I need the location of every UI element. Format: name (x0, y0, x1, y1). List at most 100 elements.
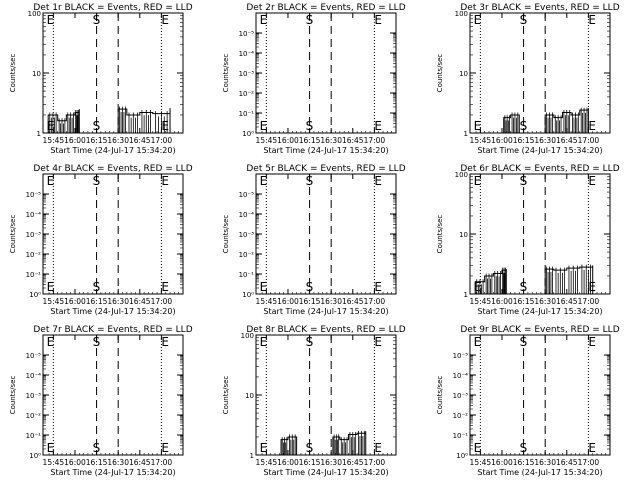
marker-top-E: E (588, 335, 596, 349)
x-axis-label: Start Time (24-Jul-17 15:34:20) (50, 146, 175, 155)
marker-bottom-E: E (161, 441, 169, 455)
marker-top-E: E (260, 13, 268, 27)
marker-top-E: E (374, 174, 382, 188)
x-tick-label: 16:30 (320, 297, 342, 306)
y-axis-label: Counts/sec (9, 54, 17, 93)
marker-bottom-E: E (260, 280, 268, 294)
y-tick-label: 10⁻² (26, 251, 42, 259)
marker-top-E: E (474, 174, 482, 188)
marker-bottom-E: E (474, 119, 482, 133)
series-step-trace (332, 431, 367, 455)
x-tick-label: 16:45 (556, 297, 578, 306)
x-tick-label: 16:15 (86, 458, 108, 467)
marker-bottom-S: S (520, 280, 528, 294)
y-tick-label: 10⁻⁴ (453, 372, 469, 380)
panel-det-8: Det 8r BLACK = Events, RED = LLD Counts/s… (222, 325, 406, 477)
marker-bottom-S: S (520, 119, 528, 133)
plot-frame (42, 334, 184, 456)
marker-bottom-S: S (306, 280, 314, 294)
x-tick-label: 15:45 (470, 297, 492, 306)
x-tick-label: 17:00 (578, 136, 600, 145)
panel-title: Det 8r BLACK = Events, RED = LLD (246, 325, 405, 335)
marker-top-E: E (161, 335, 169, 349)
y-tick-label: 10⁻⁵ (239, 30, 255, 38)
y-tick-label: 1 (464, 291, 468, 299)
x-tick-label: 16:00 (64, 297, 86, 306)
x-tick-label: 17:00 (578, 458, 600, 467)
x-tick-label: 16:00 (491, 136, 513, 145)
y-tick-label: 10⁻¹ (239, 271, 255, 279)
y-tick-label: 10 (459, 231, 468, 239)
x-tick-label: 16:45 (556, 136, 578, 145)
panel-det-9: Det 9r BLACK = Events, RED = LLD Counts/s… (436, 325, 620, 477)
plot-frame (42, 173, 184, 295)
marker-top-E: E (161, 13, 169, 27)
x-tick-label: 17:00 (151, 458, 173, 467)
y-tick-label: 10⁻⁴ (239, 50, 255, 58)
y-tick-label: 100 (28, 10, 41, 18)
marker-top-E: E (47, 174, 55, 188)
marker-top-E: E (374, 13, 382, 27)
x-tick-label: 16:00 (64, 136, 86, 145)
y-tick-label: 10⁰ (29, 291, 41, 299)
y-tick-label: 10⁰ (456, 452, 468, 460)
y-tick-label: 100 (241, 332, 254, 340)
x-tick-label: 17:00 (151, 297, 173, 306)
y-tick-label: 10 (245, 392, 254, 400)
x-axis-label: Start Time (24-Jul-17 15:34:20) (477, 468, 602, 477)
series-step-trace (474, 269, 507, 294)
x-tick-label: 16:15 (86, 136, 108, 145)
marker-bottom-E: E (161, 119, 169, 133)
marker-top-E: E (161, 174, 169, 188)
y-tick-label: 10⁻⁵ (453, 352, 469, 360)
y-tick-label: 10⁻⁵ (239, 191, 255, 199)
y-axis-label: Counts/sec (9, 376, 17, 415)
x-tick-label: 16:15 (513, 297, 535, 306)
x-tick-label: 16:30 (107, 458, 129, 467)
y-tick-label: 10⁻⁴ (26, 372, 42, 380)
series-step-trace (544, 108, 589, 133)
marker-top-E: E (47, 13, 55, 27)
marker-bottom-S: S (306, 119, 314, 133)
x-tick-label: 15:45 (43, 458, 65, 467)
x-axis-label: Start Time (24-Jul-17 15:34:20) (263, 307, 388, 316)
panel-title: Det 3r BLACK = Events, RED = LLD (460, 3, 619, 13)
marker-bottom-E: E (260, 441, 268, 455)
x-tick-label: 16:15 (299, 297, 321, 306)
x-tick-label: 16:00 (277, 297, 299, 306)
y-tick-label: 10⁻¹ (26, 271, 42, 279)
y-axis-label: Counts/sec (222, 376, 230, 415)
marker-top-S: S (93, 335, 101, 349)
y-tick-label: 10⁻⁵ (26, 352, 42, 360)
x-tick-label: 16:45 (342, 136, 364, 145)
y-tick-label: 1 (464, 130, 468, 138)
marker-bottom-E: E (47, 441, 55, 455)
y-axis-label: Counts/sec (222, 54, 230, 93)
y-tick-label: 10⁻³ (453, 392, 469, 400)
marker-top-S: S (306, 335, 314, 349)
marker-bottom-E: E (374, 441, 382, 455)
panel-det-5: Det 5r BLACK = Events, RED = LLD Counts/s… (222, 164, 406, 316)
x-tick-label: 16:45 (129, 458, 151, 467)
x-axis-label: Start Time (24-Jul-17 15:34:20) (263, 468, 388, 477)
marker-top-E: E (588, 13, 596, 27)
y-axis-label: Counts/sec (9, 215, 17, 254)
panel-title: Det 6r BLACK = Events, RED = LLD (460, 164, 619, 174)
y-tick-label: 10⁻⁴ (26, 211, 42, 219)
plot-frame (469, 12, 611, 134)
y-tick-label: 10 (32, 70, 41, 78)
marker-top-E: E (374, 335, 382, 349)
marker-top-S: S (306, 13, 314, 27)
x-axis-label: Start Time (24-Jul-17 15:34:20) (50, 307, 175, 316)
y-tick-label: 10⁻⁵ (26, 191, 42, 199)
x-tick-label: 16:15 (299, 136, 321, 145)
x-tick-label: 17:00 (364, 458, 386, 467)
marker-top-S: S (93, 174, 101, 188)
y-tick-label: 10⁻⁴ (239, 211, 255, 219)
marker-bottom-S: S (93, 280, 101, 294)
x-axis-label: Start Time (24-Jul-17 15:34:20) (477, 307, 602, 316)
y-tick-label: 10⁰ (29, 452, 41, 460)
x-tick-label: 15:45 (256, 297, 278, 306)
x-tick-label: 16:45 (556, 458, 578, 467)
